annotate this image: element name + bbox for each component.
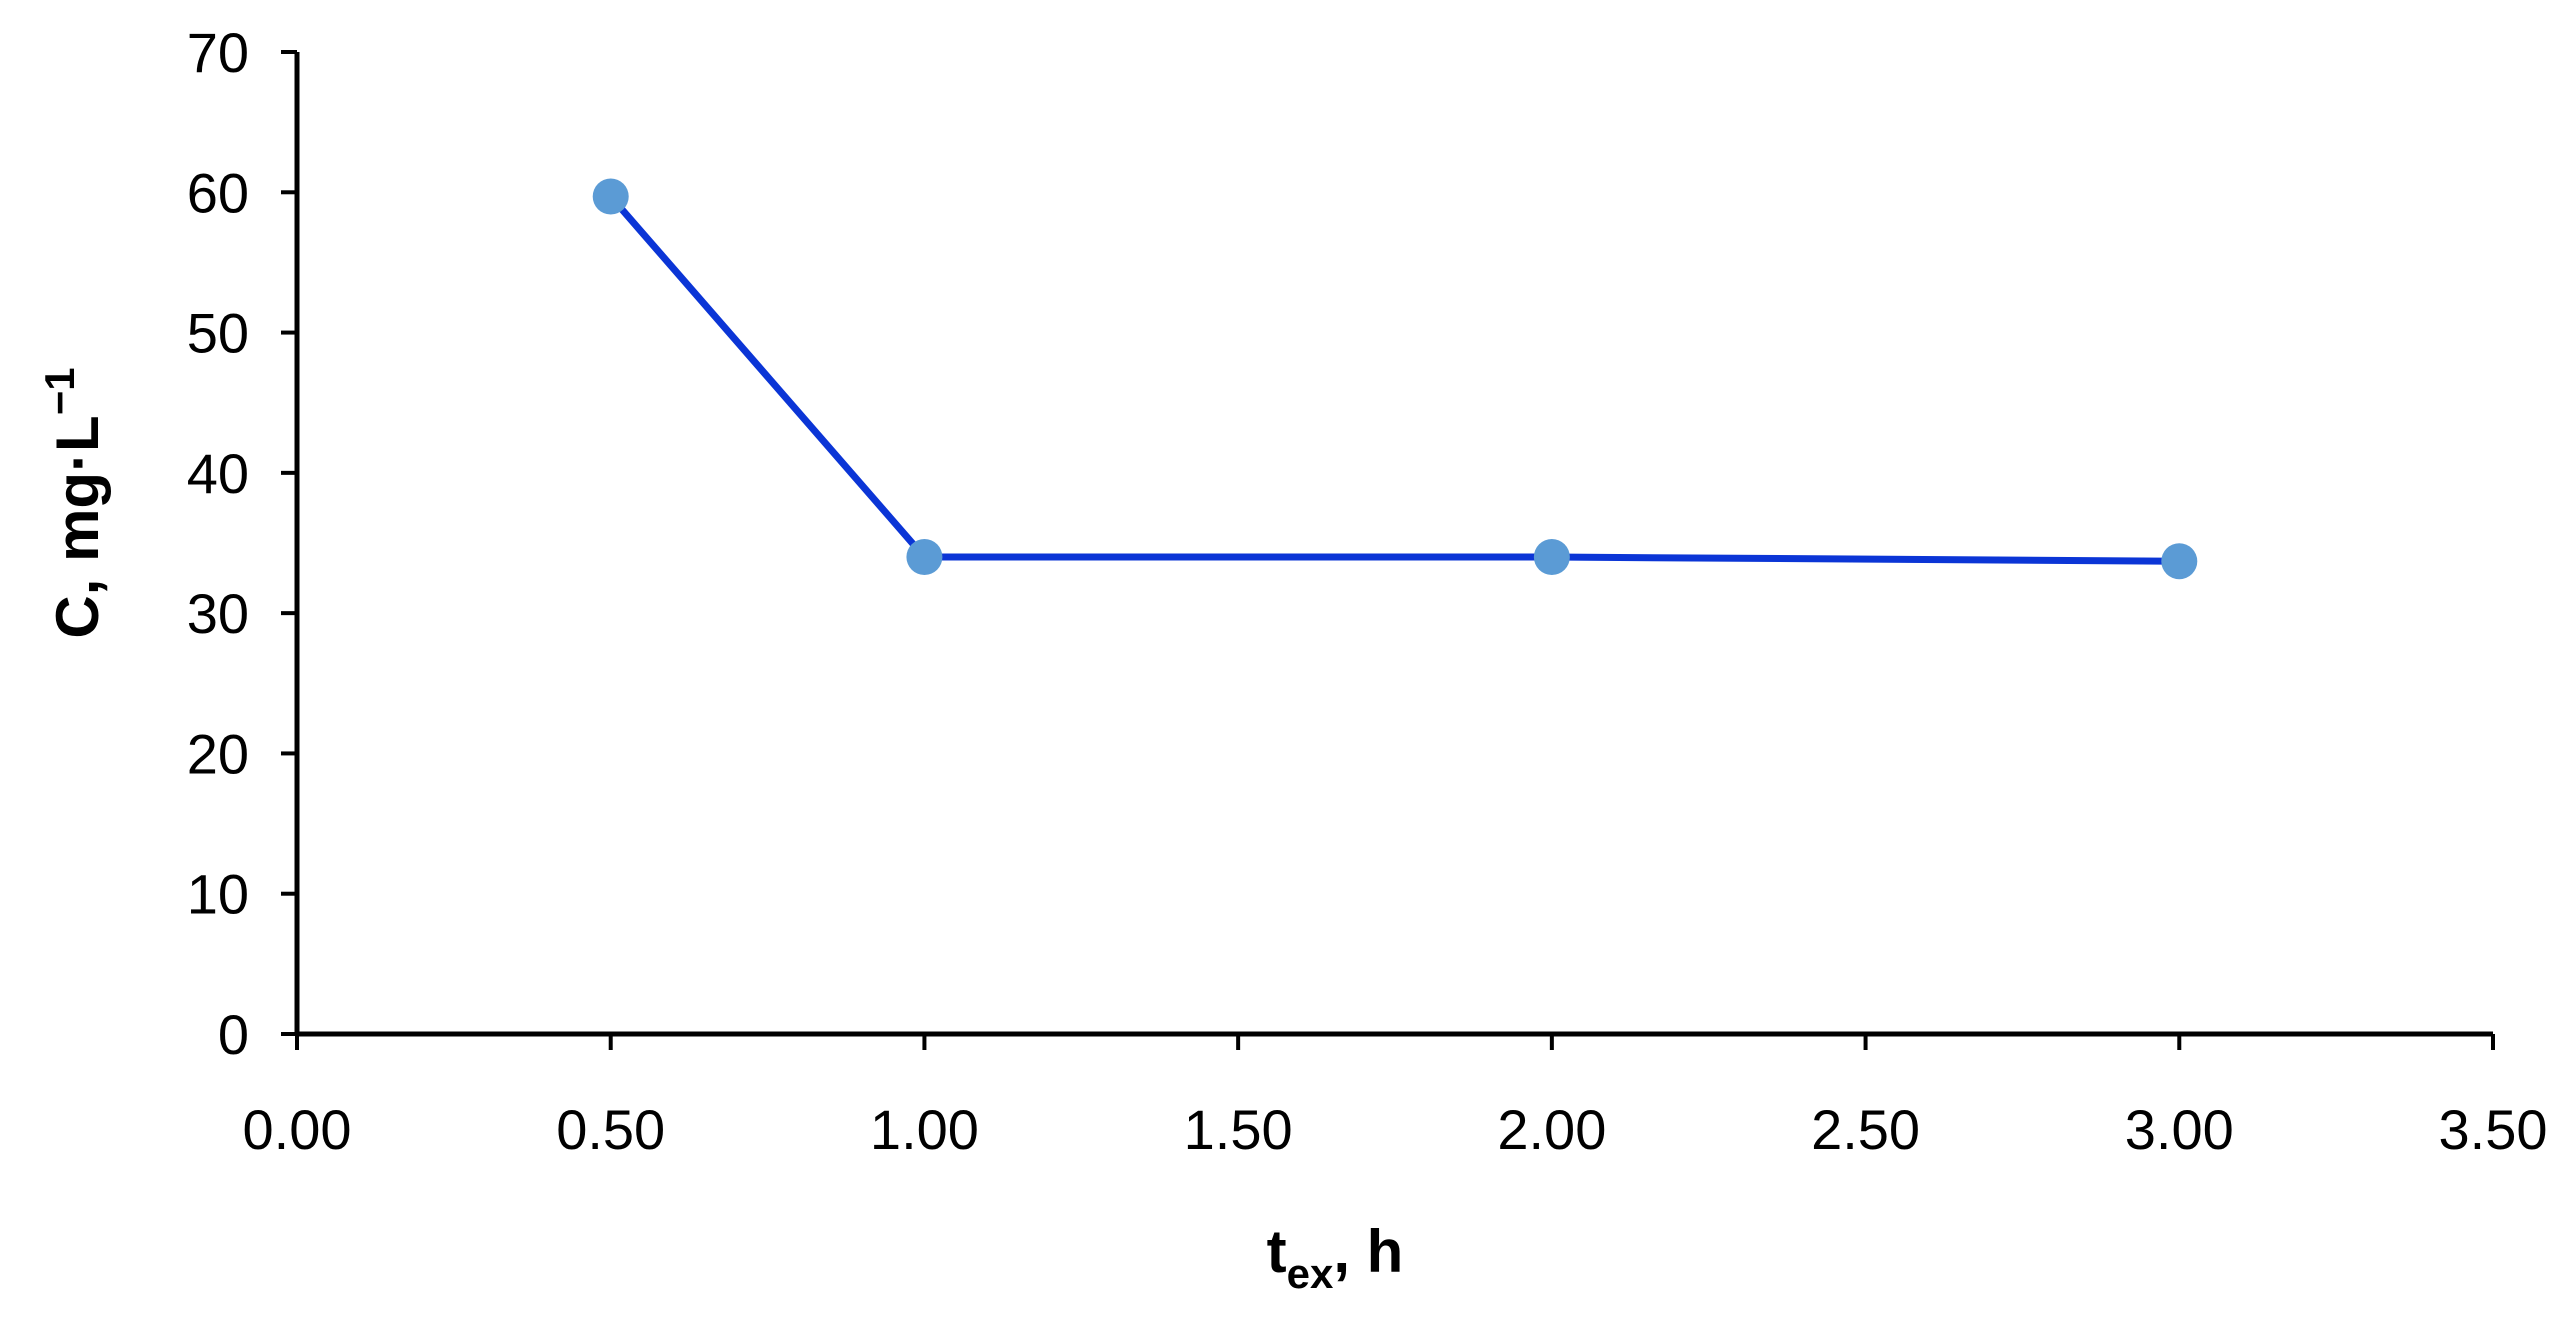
series-line [608,194,2180,565]
y-tick-label: 10 [187,863,249,926]
x-tick-label: 2.00 [1497,1098,1606,1161]
x-tick-label: 1.50 [1184,1098,1293,1161]
x-axis-title-rest: , h [1333,1218,1403,1285]
y-tick-label: 70 [187,21,249,84]
x-axis-title: tex, h [1267,1218,1404,1297]
x-tick-label: 3.50 [2439,1098,2548,1161]
axes: 0 10 20 30 40 50 60 70 0.00 0.50 1.00 1.50 2.00 2.50 3… [187,21,2548,1161]
y-tick-label: 20 [187,722,249,785]
data-point [1533,539,1570,576]
y-tick-label: 60 [187,161,249,224]
y-axis-title-rest: , mg·L [44,415,111,595]
x-tick-label: 0.00 [243,1098,352,1161]
y-axis-title-sup: −1 [36,367,83,415]
x-tick-label: 0.50 [556,1098,665,1161]
x-axis-title-main: t [1267,1218,1287,1285]
data-point [2161,543,2198,580]
x-tick-label: 1.00 [870,1098,979,1161]
y-axis-title-main: C [44,595,111,638]
series-group [592,178,2198,580]
y-tick-label: 40 [187,442,249,505]
y-axis-title: C, mg·L−1 [36,367,111,638]
x-tick-label: 2.50 [1811,1098,1920,1161]
y-tick-label: 0 [218,1003,249,1066]
data-point [906,539,943,576]
data-point [592,178,629,215]
y-tick-label: 50 [187,302,249,365]
y-tick-label: 30 [187,582,249,645]
x-tick-label: 3.00 [2125,1098,2234,1161]
x-axis-title-sub: ex [1287,1250,1334,1297]
axis-titles: tex, h C, mg·L−1 [36,367,1403,1297]
